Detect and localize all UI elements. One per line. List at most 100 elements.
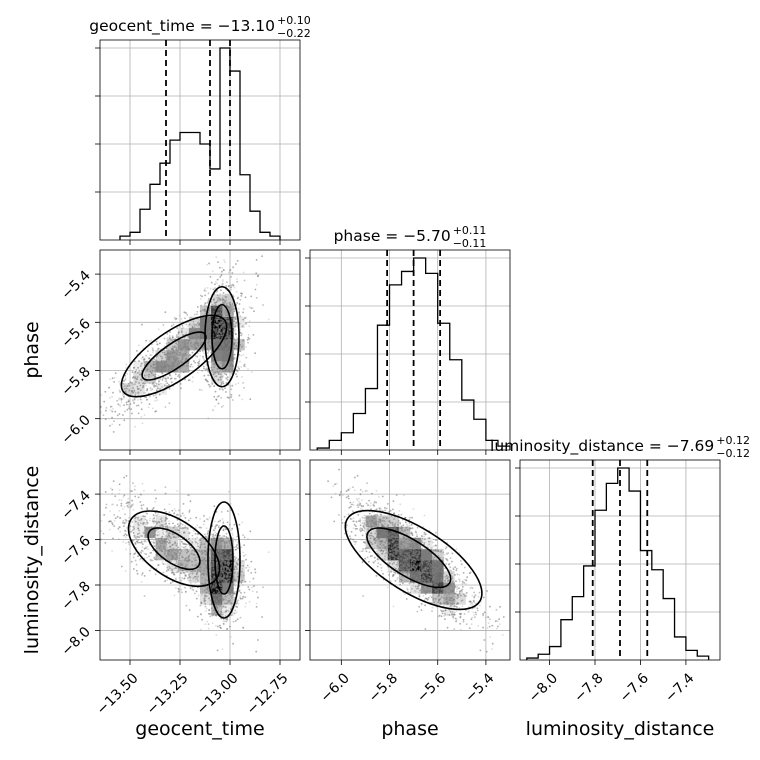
density-cell — [421, 548, 433, 561]
density-cell — [155, 350, 167, 362]
density-cell — [387, 537, 400, 550]
density-cell — [233, 560, 245, 572]
density-cell — [177, 361, 190, 373]
density-cell — [211, 361, 223, 373]
density-cell — [133, 361, 145, 373]
x-tick-label: −12.75 — [244, 670, 292, 718]
density-cell — [443, 582, 455, 594]
density-cell — [432, 593, 444, 605]
histogram-frame — [519, 459, 721, 661]
title-minus: −0.22 — [277, 27, 311, 40]
contour-line — [366, 527, 452, 589]
y-axis-label-luminosity_distance: luminosity_distance — [21, 466, 43, 655]
density-cell — [188, 316, 201, 329]
density-cell — [432, 548, 444, 561]
density-cell — [211, 604, 223, 616]
density-cell — [144, 526, 156, 539]
density-cell — [155, 515, 167, 527]
density-cell — [211, 305, 223, 317]
y-tick-label: −5.6 — [58, 316, 93, 351]
density-cell — [222, 294, 234, 306]
title-minus: −0.11 — [453, 237, 487, 250]
density-cell — [421, 571, 433, 583]
x-axis-label-phase: phase — [381, 718, 438, 740]
density-cell — [166, 350, 179, 362]
density-cell — [155, 537, 167, 550]
density-cell — [222, 350, 234, 362]
title-main: geocent_time = −13.10 — [89, 17, 275, 36]
y-tick-label: −8.0 — [58, 624, 93, 659]
density-cell — [200, 305, 212, 317]
y-tick-label: −7.4 — [58, 488, 93, 523]
histogram-luminosity_distance — [526, 467, 710, 660]
scatter-phase-luminosity_distance — [327, 468, 505, 653]
density-cell — [144, 361, 156, 373]
density-cell — [443, 593, 455, 605]
density-cell — [398, 548, 411, 561]
density-cell — [188, 537, 201, 550]
density-cell — [211, 338, 223, 351]
density-cell — [122, 383, 134, 395]
title-main: phase = −5.70 — [334, 227, 451, 245]
panel-frame — [99, 459, 301, 661]
density-cell — [410, 571, 422, 583]
density-cell — [211, 316, 223, 329]
density-cell — [200, 593, 212, 605]
contour-line — [120, 314, 228, 398]
density-cell — [387, 515, 400, 527]
contour-line — [214, 525, 234, 595]
density-cell — [410, 537, 422, 550]
histogram-geocent_time — [119, 47, 281, 240]
title-plus: +0.12 — [716, 434, 750, 447]
density-cell — [365, 526, 377, 539]
title-plus: +0.11 — [453, 224, 487, 237]
density-cell — [211, 350, 223, 362]
density-cell — [376, 548, 389, 561]
density-cell — [166, 548, 179, 561]
density-cell — [222, 571, 234, 583]
density-cell — [443, 604, 455, 616]
scatter-geocent_time-phase — [100, 255, 270, 433]
density-cell — [222, 537, 234, 550]
scatter-geocent_time-luminosity_distance — [100, 475, 270, 653]
contour-line — [204, 285, 240, 388]
x-axis-label-geocent_time: geocent_time — [135, 718, 264, 740]
x-tick-label: −5.8 — [366, 670, 401, 705]
panel-grid — [129, 40, 281, 240]
y-axis-label-phase: phase — [21, 321, 43, 378]
density-cell — [376, 537, 389, 550]
y-tick-label: −5.4 — [58, 268, 93, 303]
density-cell — [133, 383, 145, 395]
density-cell — [387, 548, 400, 561]
density-cell — [421, 582, 433, 594]
density-cell — [177, 560, 190, 572]
histogram-frame — [99, 39, 301, 241]
density-cell — [421, 560, 433, 572]
x-tick-label: −7.6 — [617, 670, 652, 705]
density-cell — [432, 560, 444, 572]
density-cell — [155, 361, 167, 373]
density-cell — [177, 526, 190, 539]
density-cell — [222, 338, 234, 351]
density-cell — [166, 537, 179, 550]
contour-line — [147, 527, 201, 571]
title-plus: +0.10 — [277, 14, 311, 27]
density-cell — [144, 372, 156, 384]
density-cell — [365, 537, 377, 550]
density-cell — [211, 372, 223, 384]
x-tick-label: −7.4 — [662, 670, 697, 705]
density-cell — [376, 526, 389, 539]
density-cell — [133, 526, 145, 539]
density-cell — [454, 593, 466, 605]
y-tick-label: −7.6 — [58, 533, 93, 568]
panel-grid — [549, 460, 687, 660]
x-tick-label: −7.8 — [571, 670, 606, 705]
density-cell — [410, 548, 422, 561]
density-cell — [200, 548, 212, 561]
density-cell — [398, 537, 411, 550]
density-cell — [188, 338, 201, 351]
density-cell — [387, 560, 400, 572]
density-cell — [365, 515, 377, 527]
panel-title: geocent_time = −13.10 +0.10−0.22 — [89, 14, 311, 40]
